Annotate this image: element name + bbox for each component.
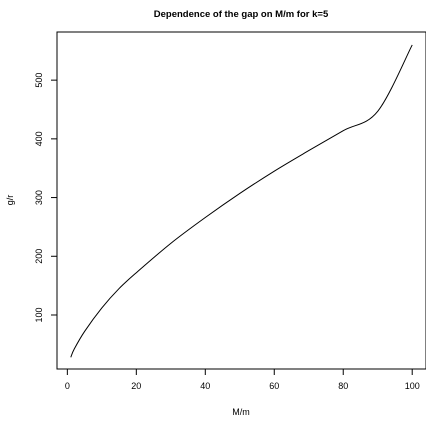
x-axis: 0 20 40 60 80 100 xyxy=(65,368,420,391)
x-tick-label: 60 xyxy=(269,381,279,391)
y-tick-label: 400 xyxy=(34,131,44,146)
y-tick-label: 200 xyxy=(34,249,44,264)
chart-title: Dependence of the gap on M/m for k=5 xyxy=(154,9,329,20)
plot-area xyxy=(56,31,426,370)
x-tick-label: 0 xyxy=(65,381,70,391)
x-tick-label: 80 xyxy=(338,381,348,391)
y-axis-label: g/r xyxy=(5,195,15,206)
x-tick-label: 20 xyxy=(131,381,141,391)
x-tick-label: 40 xyxy=(200,381,210,391)
y-tick-label: 100 xyxy=(34,307,44,322)
data-line xyxy=(70,44,413,358)
y-tick-label: 500 xyxy=(34,73,44,88)
x-tick-label: 100 xyxy=(405,381,420,391)
y-axis: 100 200 300 400 500 xyxy=(34,73,58,323)
y-tick-label: 300 xyxy=(34,190,44,205)
x-axis-label: M/m xyxy=(232,407,250,417)
